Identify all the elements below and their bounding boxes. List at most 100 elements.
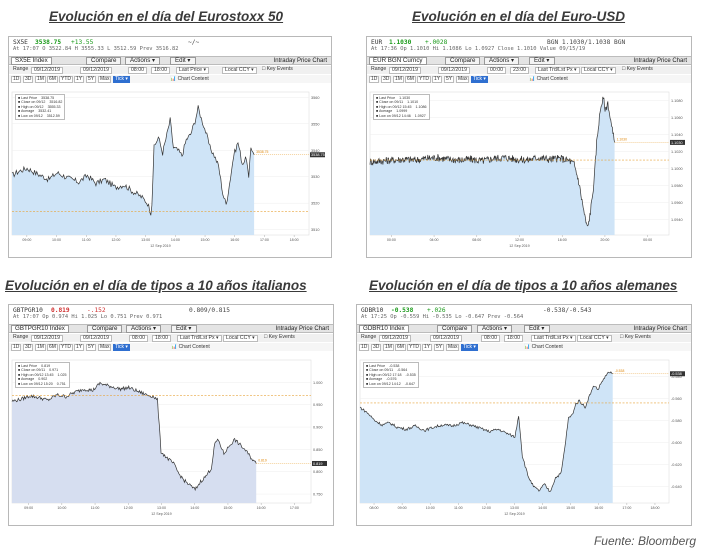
- period-1m-button[interactable]: 1M: [35, 76, 46, 83]
- security-field[interactable]: SX5E Index: [11, 57, 52, 65]
- period-max-button[interactable]: Max: [446, 344, 460, 351]
- key-events-toggle[interactable]: □ Key Events: [264, 334, 295, 340]
- chart-content-button[interactable]: 📊 Chart Content: [524, 344, 563, 350]
- key-events-toggle[interactable]: □ Key Events: [620, 334, 651, 340]
- currency-select[interactable]: Local CCY ▾: [577, 335, 612, 342]
- period-1d-button[interactable]: 1D: [369, 76, 380, 83]
- period-3d-button[interactable]: 3D: [381, 76, 392, 83]
- edit-button[interactable]: Edit ▾: [524, 325, 550, 333]
- edit-button[interactable]: Edit ▾: [171, 325, 197, 333]
- key-events-toggle[interactable]: □ Key Events: [262, 66, 293, 72]
- period-1y-button[interactable]: 1Y: [74, 76, 85, 83]
- range-from-field[interactable]: 09/12/2019: [379, 335, 411, 342]
- range-from-field[interactable]: 09/12/2019: [31, 67, 63, 74]
- period-1m-button[interactable]: 1M: [383, 344, 394, 351]
- x-tick-label: 18:00: [290, 238, 299, 242]
- legend-entry: ■ Low on 09/12 15:20 0.751: [18, 382, 67, 386]
- compare-button[interactable]: Compare: [86, 57, 122, 65]
- period-max-button[interactable]: Max: [98, 344, 112, 351]
- period-6m-button[interactable]: 6M: [395, 344, 406, 351]
- actions-button[interactable]: Actions ▾: [126, 325, 162, 333]
- time-to-field[interactable]: 18:00: [152, 335, 171, 342]
- period-ytd-button[interactable]: YTD: [59, 76, 73, 83]
- time-to-field[interactable]: 18:00: [151, 67, 170, 74]
- period-1d-button[interactable]: 1D: [11, 76, 22, 83]
- period-1m-button[interactable]: 1M: [393, 76, 404, 83]
- edit-button[interactable]: Edit ▾: [170, 57, 196, 65]
- last-price-value: 1.1030: [389, 39, 412, 46]
- currency-select[interactable]: Local CCY ▾: [223, 335, 258, 342]
- period-ytd-button[interactable]: YTD: [59, 344, 73, 351]
- actions-button[interactable]: Actions ▾: [477, 325, 513, 333]
- period-5y-button[interactable]: 5Y: [444, 76, 455, 83]
- period-1y-button[interactable]: 1Y: [422, 344, 433, 351]
- legend-label: ■ Average: [18, 377, 35, 382]
- period-3d-button[interactable]: 3D: [23, 344, 34, 351]
- period-5y-button[interactable]: 5Y: [86, 344, 97, 351]
- time-from-field[interactable]: 08:00: [129, 335, 148, 342]
- period-ytd-button[interactable]: YTD: [407, 344, 421, 351]
- time-from-field[interactable]: 08:00: [128, 67, 147, 74]
- period-6m-button[interactable]: 6M: [405, 76, 416, 83]
- y-tick-label: 0.800: [313, 470, 323, 474]
- security-field[interactable]: EUR BGN Curncy: [369, 57, 427, 65]
- price-type-select[interactable]: Last Price ▾: [176, 67, 210, 74]
- price-line: [11, 381, 257, 492]
- security-field[interactable]: GBTPGR10 Index: [11, 325, 69, 333]
- price-type-select[interactable]: Last Trd/Lst Px ▾: [531, 335, 576, 342]
- chart-content-button[interactable]: 📊 Chart Content: [171, 344, 210, 350]
- time-from-field[interactable]: 00:00: [487, 67, 506, 74]
- key-events-toggle[interactable]: □ Key Events: [622, 66, 653, 72]
- legend-label: ■ High on 09/12 13:45: [18, 372, 54, 377]
- time-to-field[interactable]: 18:00: [504, 335, 523, 342]
- range-from-field[interactable]: 09/12/2019: [31, 335, 63, 342]
- time-to-field[interactable]: 23:00: [510, 67, 529, 74]
- date-label: 12 Sep 2019: [150, 244, 170, 248]
- range-to-field[interactable]: 09/12/2019: [80, 335, 112, 342]
- y-tick-label: 3520: [311, 202, 319, 206]
- period-3d-button[interactable]: 3D: [23, 76, 34, 83]
- range-to-field[interactable]: 09/12/2019: [438, 67, 470, 74]
- chart-content-button[interactable]: 📊 Chart Content: [170, 76, 209, 82]
- currency-select[interactable]: Local CCY ▾: [222, 67, 257, 74]
- currency-select[interactable]: Local CCY ▾: [581, 67, 616, 74]
- period-1y-button[interactable]: 1Y: [74, 344, 85, 351]
- period-6m-button[interactable]: 6M: [47, 344, 58, 351]
- price-type-select[interactable]: Last Trd/Lst Px ▾: [535, 67, 580, 74]
- actions-button[interactable]: Actions ▾: [125, 57, 161, 65]
- compare-button[interactable]: Compare: [437, 325, 473, 333]
- chart-content-button[interactable]: 📊 Chart Content: [529, 76, 568, 82]
- compare-button[interactable]: Compare: [87, 325, 123, 333]
- period-max-button[interactable]: Max: [98, 76, 112, 83]
- legend-label: ■ Low on 09/12 14:46: [376, 113, 411, 118]
- period-1d-button[interactable]: 1D: [359, 344, 370, 351]
- period-3d-button[interactable]: 3D: [371, 344, 382, 351]
- time-from-field[interactable]: 08:00: [481, 335, 500, 342]
- period-tick-button[interactable]: Tick ▾: [113, 344, 130, 351]
- terminal-germany: GDBR10 -0.538 +.026 -0.538/-0.543 At 17:25 O…: [356, 304, 692, 526]
- period-tick-button[interactable]: Tick ▾: [471, 76, 488, 83]
- period-ytd-button[interactable]: YTD: [417, 76, 431, 83]
- price-type-select[interactable]: Last Trd/Lst Px ▾: [177, 335, 222, 342]
- actions-button[interactable]: Actions ▾: [484, 57, 520, 65]
- x-tick-label: 17:00: [622, 506, 631, 510]
- period-5y-button[interactable]: 5Y: [86, 76, 97, 83]
- range-to-field[interactable]: 09/12/2019: [80, 67, 112, 74]
- edit-button[interactable]: Edit ▾: [529, 57, 555, 65]
- period-tick-button[interactable]: Tick ▾: [113, 76, 130, 83]
- range-to-field[interactable]: 09/12/2019: [430, 335, 462, 342]
- ticker-symbol: GBTPGR10: [13, 307, 43, 314]
- compare-button[interactable]: Compare: [445, 57, 481, 65]
- period-tick-button[interactable]: Tick ▾: [461, 344, 478, 351]
- period-1d-button[interactable]: 1D: [11, 344, 22, 351]
- period-max-button[interactable]: Max: [456, 76, 470, 83]
- range-from-field[interactable]: 09/12/2019: [389, 67, 421, 74]
- legend-value: -0.535: [405, 372, 416, 377]
- last-price-annotation: 1.1030: [617, 137, 627, 141]
- period-1y-button[interactable]: 1Y: [432, 76, 443, 83]
- period-1m-button[interactable]: 1M: [35, 344, 46, 351]
- security-field[interactable]: GDBR10 Index: [359, 325, 409, 333]
- period-6m-button[interactable]: 6M: [47, 76, 58, 83]
- period-5y-button[interactable]: 5Y: [434, 344, 445, 351]
- legend-label: ■ Average: [366, 377, 383, 382]
